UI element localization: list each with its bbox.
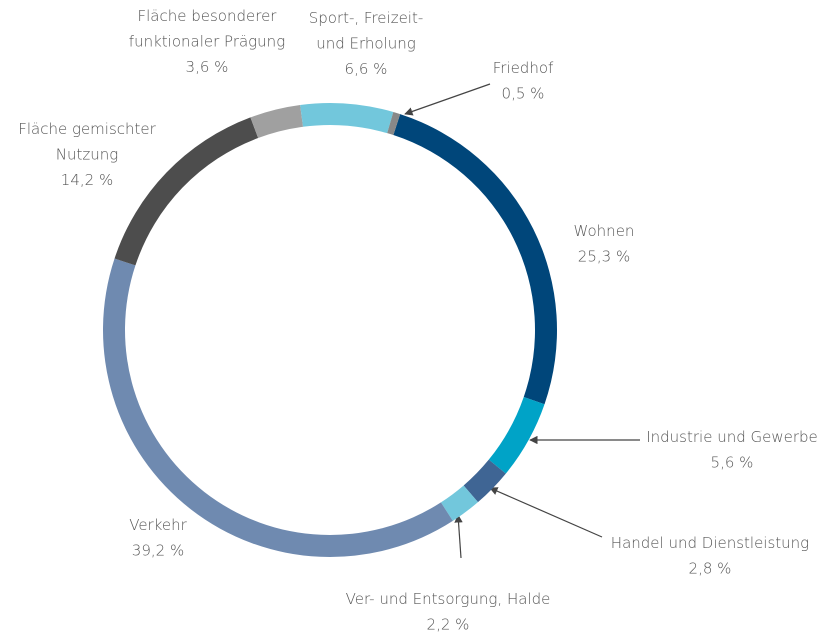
segment-label: Fläche gemischter Nutzung xyxy=(18,120,156,164)
donut-segment xyxy=(387,112,401,136)
leader-line xyxy=(454,514,463,559)
donut-segment xyxy=(463,459,506,503)
label-line: Nutzung xyxy=(56,146,119,164)
value-label: 6,6 % xyxy=(345,60,388,78)
donut-segment xyxy=(102,258,453,557)
value-label: 14,2 % xyxy=(61,171,113,189)
donut-segment xyxy=(250,104,304,139)
value-label: 39,2 % xyxy=(132,542,184,560)
donut-segment xyxy=(393,114,557,405)
segment-label: Wohnen xyxy=(574,222,635,240)
donut-segment xyxy=(488,397,545,474)
segment-label: Friedhof xyxy=(493,59,554,77)
label-line: und Erholung xyxy=(316,35,416,53)
leader-lines xyxy=(404,83,640,559)
value-label: 25,3 % xyxy=(578,248,630,266)
label-line: Fläche gemischter xyxy=(18,120,156,138)
segment-label: Fläche besonderer funktionaler Prägung xyxy=(129,7,285,51)
donut-segment xyxy=(300,102,394,134)
segment-label: Handel und Dienstleistung xyxy=(611,534,809,552)
segment-label: Industrie und Gewerbe xyxy=(646,428,818,446)
label-line: funktionaler Prägung xyxy=(129,33,285,51)
segment-label: Verkehr xyxy=(129,516,187,534)
donut-segment xyxy=(440,485,478,521)
donut-segment xyxy=(114,117,259,266)
value-label: 2,2 % xyxy=(427,616,470,634)
value-label: 5,6 % xyxy=(711,454,754,472)
label-line: Fläche besonderer xyxy=(138,7,278,25)
value-label: 3,6 % xyxy=(186,58,229,76)
value-label: 2,8 % xyxy=(689,560,732,578)
leader-line xyxy=(404,83,491,116)
segment-label: Ver- und Entsorgung, Halde xyxy=(346,590,551,608)
label-line: Sport-, Freizeit- xyxy=(309,9,424,27)
segment-label: Sport-, Freizeit-und Erholung xyxy=(309,9,424,53)
value-label: 0,5 % xyxy=(502,85,545,103)
leader-line xyxy=(489,487,603,538)
